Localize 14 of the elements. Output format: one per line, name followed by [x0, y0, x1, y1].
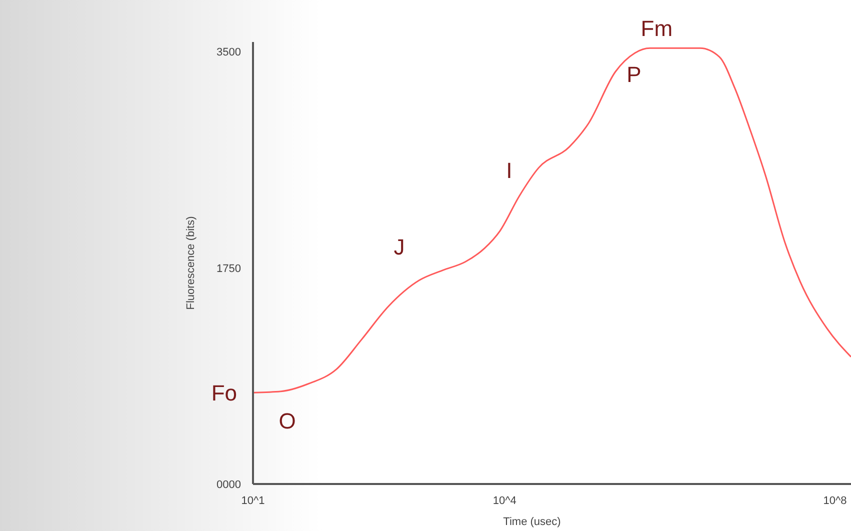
x-axis-title: Time (usec)	[503, 516, 561, 528]
y-tick-label: 3500	[216, 46, 241, 59]
y-tick-label: 0000	[216, 478, 241, 491]
x-tick-label: 10^8	[823, 495, 847, 507]
y-axis-title: Fluorescence (bits)	[185, 216, 197, 310]
annotation: J	[394, 234, 405, 260]
annotation: P	[626, 62, 642, 87]
x-tick-label: 10^1	[241, 495, 265, 507]
annotation: Fm	[640, 16, 673, 42]
annotation: I	[506, 158, 512, 184]
x-tick-label: 10^4	[492, 495, 516, 507]
annotation: O	[278, 408, 296, 434]
annotation: Fo	[211, 380, 237, 406]
y-tick-label: 1750	[216, 262, 241, 275]
